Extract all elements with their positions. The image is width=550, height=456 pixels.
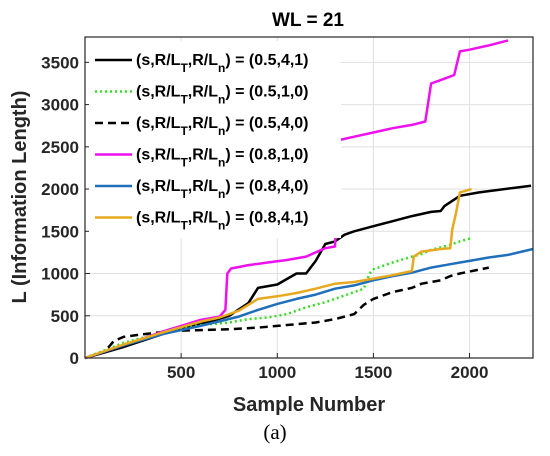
legend-box xyxy=(89,41,341,238)
legend-label-3: (s,R/LT,R/Ln) = (0.8,1,0) xyxy=(136,147,309,170)
y-tick-label-0: 0 xyxy=(70,349,79,368)
legend-label-4: (s,R/LT,R/Ln) = (0.8,4,0) xyxy=(136,178,309,201)
chart-title: WL = 21 xyxy=(272,10,344,31)
y-axis-label: L (Information Length) xyxy=(9,91,31,304)
x-axis-label: Sample Number xyxy=(233,394,385,416)
chart: WL = 21 500 1000 1500 2000 0 500 1000 1500 2000 2… xyxy=(9,10,534,416)
y-tick-label-6: 3000 xyxy=(41,96,79,115)
x-tick-label-2: 1500 xyxy=(354,363,392,382)
figure-caption: (a) xyxy=(263,420,287,444)
x-tick-label-1: 1000 xyxy=(258,363,296,382)
legend-label-0: (s,R/LT,R/Ln) = (0.5,4,1) xyxy=(136,52,309,75)
x-tick-label-3: 2000 xyxy=(451,363,489,382)
y-tick-label-2: 1000 xyxy=(41,265,79,284)
legend-label-2: (s,R/LT,R/Ln) = (0.5,4,0) xyxy=(136,115,309,138)
x-tick-label-0: 500 xyxy=(167,363,195,382)
y-tick-label-1: 500 xyxy=(51,307,79,326)
legend-label-5: (s,R/LT,R/Ln) = (0.8,4,1) xyxy=(136,210,309,233)
y-tick-label-7: 3500 xyxy=(41,53,79,72)
plot-area xyxy=(84,36,534,359)
series-line-5 xyxy=(84,187,472,360)
legend: (s,R/LT,R/Ln) = (0.5,4,1) (s,R/LT,R/Ln) =… xyxy=(89,41,341,238)
ticks: 500 1000 1500 2000 0 500 1000 1500 2000 2500 3000 3… xyxy=(41,53,488,382)
series-line-4 xyxy=(84,247,534,360)
y-tick-label-3: 1500 xyxy=(41,222,79,241)
series-layer xyxy=(84,39,534,360)
y-tick-label-4: 2000 xyxy=(41,180,79,199)
y-tick-label-5: 2500 xyxy=(41,138,79,157)
series-line-2 xyxy=(84,266,490,360)
legend-label-1: (s,R/LT,R/Ln) = (0.5,1,0) xyxy=(136,84,309,107)
